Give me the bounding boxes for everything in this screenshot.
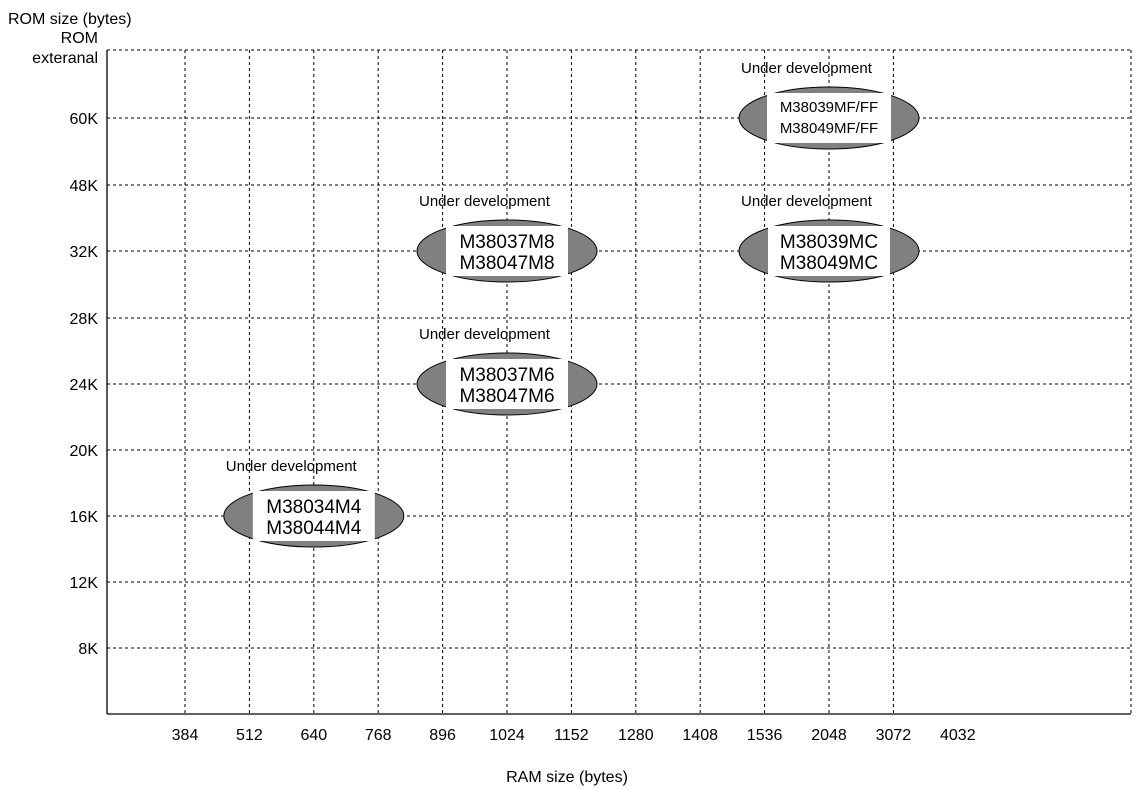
status-annotation: Under development — [741, 60, 873, 77]
y-tick-label: 48K — [70, 178, 99, 195]
device-name: M38047M8 — [459, 253, 554, 274]
x-tick-label: 512 — [236, 727, 263, 744]
x-axis-title: RAM size (bytes) — [506, 769, 628, 786]
status-annotation: Under development — [419, 193, 551, 210]
y-tick-label: 24K — [70, 377, 99, 394]
device-name: M38047M6 — [459, 386, 554, 407]
y-tick-label-top: exteranal — [32, 50, 98, 67]
y-tick-label: 60K — [70, 111, 99, 128]
device-name: M38037M6 — [459, 365, 554, 386]
y-tick-label-top: ROM — [61, 30, 98, 47]
device-name: M38049MF/FF — [780, 120, 878, 137]
y-tick-label: 12K — [70, 575, 99, 592]
y-tick-labels: 8K 12K 16K 20K 24K 28K 32K 48K 60K ROM exteranal — [32, 30, 98, 658]
y-tick-label: 16K — [70, 509, 99, 526]
y-axis-title: ROM size (bytes) — [8, 11, 132, 28]
x-tick-label: 1024 — [489, 727, 525, 744]
device-name: M38044M4 — [266, 518, 361, 539]
y-tick-label: 28K — [70, 311, 99, 328]
device-label-box — [446, 359, 568, 409]
device-marker: M38039MF/FF M38049MF/FF Under development — [738, 60, 920, 150]
device-name: M38049MC — [780, 253, 878, 274]
axes — [106, 50, 1131, 715]
device-label-box — [252, 491, 375, 541]
device-label-box — [446, 226, 568, 276]
grid — [107, 49, 1132, 714]
x-tick-label: 768 — [365, 727, 392, 744]
y-tick-label: 20K — [70, 443, 99, 460]
x-tick-label: 384 — [172, 727, 199, 744]
x-tick-label: 1536 — [747, 727, 783, 744]
x-tick-label: 3072 — [876, 727, 912, 744]
x-tick-label: 640 — [300, 727, 327, 744]
x-tick-label: 2048 — [811, 727, 847, 744]
x-tick-label: 1152 — [554, 727, 589, 744]
device-label-box — [767, 93, 891, 143]
status-annotation: Under development — [226, 458, 358, 475]
device-name: M38037M8 — [459, 232, 554, 253]
device-name: M38039MC — [780, 232, 878, 253]
device-name: M38034M4 — [266, 497, 361, 518]
x-tick-labels: 384 512 640 768 896 1024 1152 1280 1408 1536 2048 3… — [172, 727, 976, 744]
x-tick-label: 1280 — [618, 727, 654, 744]
x-tick-label: 1408 — [682, 727, 718, 744]
device-name: M38039MF/FF — [780, 99, 878, 116]
x-tick-label: 896 — [429, 727, 456, 744]
y-tick-label: 32K — [70, 244, 99, 261]
status-annotation: Under development — [741, 193, 873, 210]
status-annotation: Under development — [419, 326, 551, 343]
x-tick-label: 4032 — [940, 727, 976, 744]
y-tick-label: 8K — [78, 641, 98, 658]
device-label-box — [768, 226, 890, 276]
